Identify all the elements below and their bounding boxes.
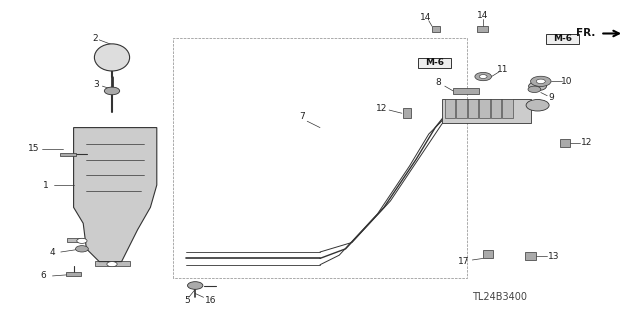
Circle shape (475, 72, 492, 81)
Circle shape (479, 75, 487, 78)
Text: M-6: M-6 (553, 34, 572, 43)
Bar (66, 272, 81, 276)
Circle shape (188, 282, 203, 289)
Text: 1: 1 (44, 181, 49, 189)
Bar (525, 252, 536, 260)
Bar (502, 99, 513, 118)
Text: 14: 14 (420, 13, 431, 22)
Text: TL24B3400: TL24B3400 (472, 292, 527, 302)
Bar (560, 139, 570, 147)
Circle shape (531, 76, 551, 86)
Text: 5: 5 (184, 296, 189, 305)
Text: 14: 14 (477, 11, 488, 20)
Text: 6: 6 (41, 271, 46, 280)
Circle shape (536, 79, 545, 84)
Text: 7: 7 (300, 112, 305, 121)
Circle shape (529, 82, 547, 91)
Bar (67, 238, 83, 242)
Text: 17: 17 (458, 257, 469, 266)
Text: 9: 9 (549, 93, 554, 102)
Bar (60, 153, 76, 156)
Bar (456, 99, 467, 118)
Bar (477, 26, 488, 32)
Text: 4: 4 (50, 248, 55, 256)
Bar (483, 250, 493, 258)
Bar (491, 99, 501, 118)
FancyBboxPatch shape (418, 58, 451, 68)
Polygon shape (74, 128, 157, 262)
Circle shape (528, 86, 541, 93)
Bar (432, 26, 440, 32)
Text: 16: 16 (205, 296, 217, 305)
Bar (468, 99, 478, 118)
Ellipse shape (95, 44, 129, 71)
Circle shape (107, 262, 117, 267)
Bar (442, 99, 531, 123)
Text: 13: 13 (548, 252, 559, 261)
Text: 8: 8 (436, 78, 441, 87)
Bar (445, 99, 455, 118)
FancyBboxPatch shape (546, 34, 579, 44)
Text: 12: 12 (376, 104, 388, 113)
Text: 11: 11 (497, 65, 509, 74)
Text: 10: 10 (561, 77, 573, 86)
Circle shape (526, 100, 549, 111)
Bar (479, 99, 490, 118)
Text: 3: 3 (93, 80, 99, 89)
Text: FR.: FR. (576, 28, 595, 39)
Text: 12: 12 (580, 138, 592, 147)
Circle shape (77, 238, 87, 243)
Circle shape (76, 246, 88, 252)
Circle shape (104, 87, 120, 95)
Text: 15: 15 (28, 144, 39, 153)
Text: M-6: M-6 (425, 58, 444, 67)
Bar (95, 261, 130, 266)
Bar (403, 108, 411, 118)
Text: 2: 2 (92, 34, 97, 43)
Bar (453, 88, 479, 94)
